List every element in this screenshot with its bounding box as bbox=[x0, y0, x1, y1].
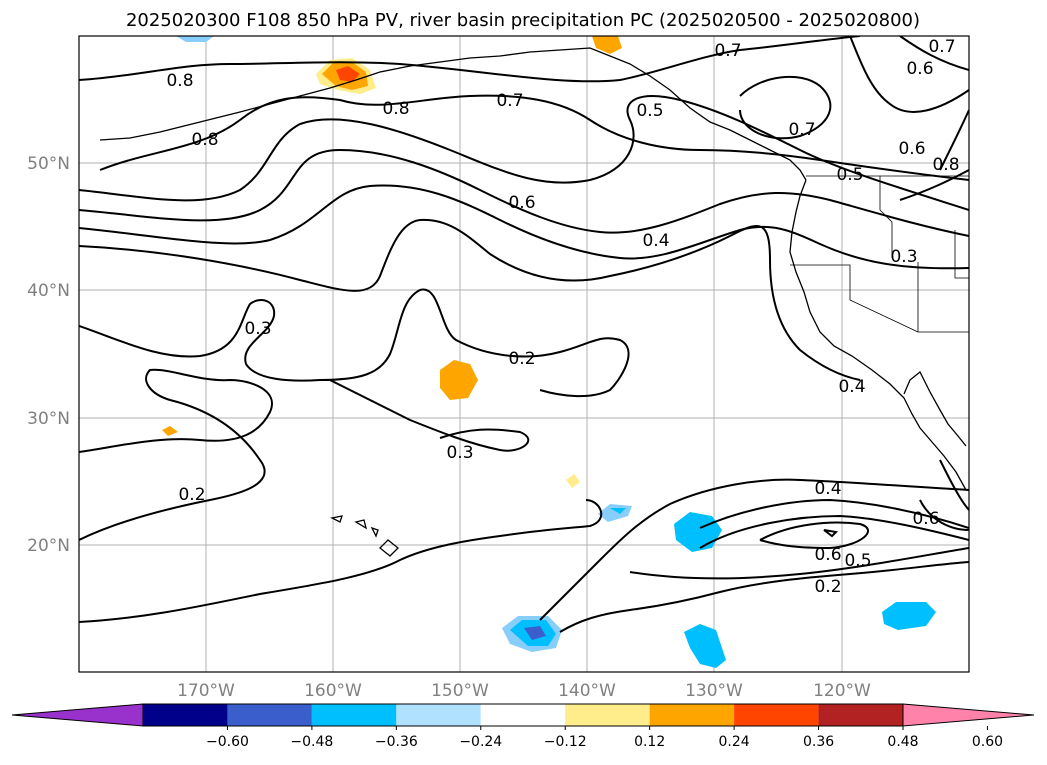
contour-label: 0.5 bbox=[836, 165, 863, 185]
contour-label: 0.4 bbox=[838, 377, 865, 397]
contour-label: 0.3 bbox=[446, 443, 473, 463]
contour-label: 0.3 bbox=[244, 319, 271, 339]
colorbar-tick-label: −0.60 bbox=[206, 734, 249, 750]
lon-label: 140°W bbox=[558, 681, 616, 701]
contour-label: 0.6 bbox=[814, 545, 841, 565]
contour-label: 0.8 bbox=[166, 71, 193, 91]
contour-labels: 0.8 0.8 0.8 0.7 0.7 0.7 0.7 0.6 0.6 0.6 … bbox=[166, 37, 959, 597]
lon-label: 130°W bbox=[685, 681, 743, 701]
contour-label: 0.6 bbox=[508, 193, 535, 213]
contour-label: 0.5 bbox=[636, 101, 663, 121]
map-panel: 0.8 0.8 0.8 0.7 0.7 0.7 0.7 0.6 0.6 0.6 … bbox=[78, 35, 970, 673]
colorbar: −0.60 −0.48 −0.36 −0.24 −0.12 0.12 0.24 0.36 0.4… bbox=[11, 703, 1035, 750]
contour-label: 0.2 bbox=[814, 577, 841, 597]
contour-label: 0.8 bbox=[932, 155, 959, 175]
contour-label: 0.7 bbox=[788, 120, 815, 140]
contour-label: 0.6 bbox=[898, 139, 925, 159]
colorbar-tick-label: 0.48 bbox=[887, 734, 918, 750]
lon-label: 160°W bbox=[304, 681, 362, 701]
contour-label: 0.7 bbox=[928, 37, 955, 57]
colorbar-extend-low bbox=[11, 703, 144, 727]
latitude-labels: 50°N 40°N 30°N 20°N bbox=[27, 154, 70, 556]
precipitation-shading bbox=[162, 36, 936, 668]
lat-label: 30°N bbox=[27, 409, 70, 429]
contour-label: 0.3 bbox=[890, 247, 917, 267]
lat-label: 40°N bbox=[27, 281, 70, 301]
colorbar-tick-label: 0.36 bbox=[803, 734, 834, 750]
contour-label: 0.6 bbox=[906, 59, 933, 79]
contour-label: 0.7 bbox=[714, 41, 741, 61]
figure-title: 2025020300 F108 850 hPa PV, river basin … bbox=[126, 10, 920, 31]
colorbar-tick-label: −0.12 bbox=[544, 734, 587, 750]
contour-label: 0.5 bbox=[844, 551, 871, 571]
longitude-labels: 170°W 160°W 150°W 140°W 130°W 120°W bbox=[177, 681, 871, 701]
colorbar-swatch bbox=[311, 704, 397, 726]
colorbar-swatch bbox=[396, 704, 481, 726]
map-background bbox=[79, 36, 969, 672]
contour-label: 0.8 bbox=[191, 130, 218, 150]
colorbar-swatch bbox=[143, 704, 228, 726]
colorbar-swatch bbox=[818, 704, 903, 726]
colorbar-tick-label: 0.12 bbox=[634, 734, 665, 750]
pv-contours bbox=[79, 36, 969, 633]
contour-label: 0.7 bbox=[496, 91, 523, 111]
contour-label: 0.2 bbox=[178, 485, 205, 505]
colorbar-tick-label: −0.36 bbox=[375, 734, 418, 750]
colorbar-swatch bbox=[565, 704, 650, 726]
gridlines bbox=[79, 36, 969, 672]
colorbar-tick-label: −0.24 bbox=[459, 734, 502, 750]
map-frame bbox=[78, 35, 970, 673]
lat-label: 50°N bbox=[27, 154, 70, 174]
colorbar-tick-label: 0.60 bbox=[972, 734, 1003, 750]
colorbar-swatch bbox=[734, 704, 819, 726]
colorbar-swatch bbox=[649, 704, 735, 726]
colorbar-extend-high bbox=[902, 703, 1035, 727]
lon-label: 120°W bbox=[813, 681, 871, 701]
colorbar-swatch bbox=[227, 704, 312, 726]
contour-label: 0.4 bbox=[642, 231, 669, 251]
colorbar-tick-label: −0.48 bbox=[290, 734, 333, 750]
contour-label: 0.6 bbox=[912, 509, 939, 529]
contour-label: 0.2 bbox=[508, 349, 535, 369]
contour-label: 0.8 bbox=[382, 99, 409, 119]
colorbar-tick-label: 0.24 bbox=[719, 734, 750, 750]
contour-label: 0.4 bbox=[814, 479, 841, 499]
colorbar-swatch bbox=[480, 704, 566, 726]
lon-label: 150°W bbox=[431, 681, 489, 701]
lat-label: 20°N bbox=[27, 536, 70, 556]
lon-label: 170°W bbox=[177, 681, 235, 701]
